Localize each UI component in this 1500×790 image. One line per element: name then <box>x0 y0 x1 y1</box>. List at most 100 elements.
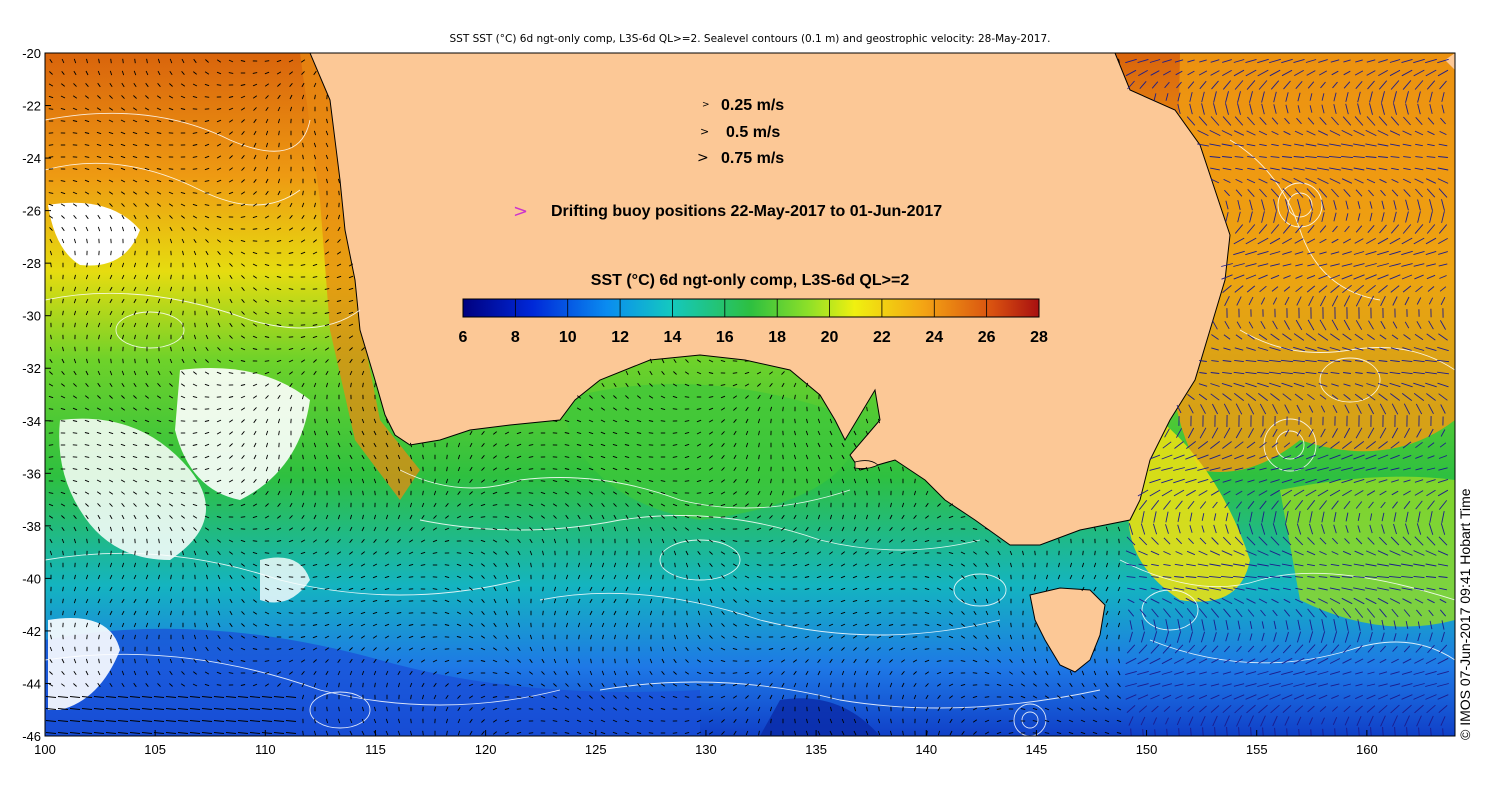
velocity-arrow <box>45 720 57 722</box>
velocity-arrow <box>528 444 534 446</box>
velocity-arrow <box>205 622 209 628</box>
velocity-arrow <box>985 610 989 616</box>
velocity-arrow <box>601 695 605 699</box>
velocity-arrow <box>1427 286 1435 292</box>
velocity-arrow <box>936 515 942 519</box>
velocity-arrow <box>1210 550 1220 556</box>
velocity-arrow <box>133 203 137 207</box>
velocity-arrow <box>889 527 893 531</box>
velocity-arrow <box>504 659 510 663</box>
velocity-arrow <box>229 131 233 135</box>
velocity-arrow <box>1426 479 1436 483</box>
velocity-arrow <box>1295 576 1303 578</box>
velocity-arrow <box>265 418 269 424</box>
velocity-arrow <box>1294 393 1304 401</box>
velocity-arrow <box>229 455 233 459</box>
velocity-arrow <box>132 467 138 471</box>
velocity-arrow <box>1199 671 1207 675</box>
velocity-arrow <box>264 299 270 303</box>
velocity-arrow <box>612 467 618 471</box>
velocity-arrow <box>565 526 569 532</box>
velocity-arrow <box>1305 478 1317 484</box>
velocity-arrow <box>780 551 786 555</box>
velocity-arrow <box>732 683 738 687</box>
velocity-arrow <box>1226 726 1228 736</box>
velocity-arrow <box>1401 58 1413 64</box>
velocity-arrow <box>1269 346 1281 352</box>
velocity-arrow <box>1307 608 1315 618</box>
velocity-arrow <box>1427 500 1435 510</box>
velocity-arrow <box>1369 513 1373 521</box>
velocity-arrow <box>696 671 702 675</box>
velocity-arrow <box>662 610 664 616</box>
velocity-arrow <box>288 539 294 543</box>
velocity-arrow <box>1425 658 1437 664</box>
velocity-arrow <box>108 167 114 171</box>
velocity-arrow <box>1187 70 1195 76</box>
velocity-arrow <box>1308 428 1314 438</box>
velocity-arrow <box>189 696 201 698</box>
velocity-arrow <box>289 190 293 196</box>
velocity-arrow <box>961 611 965 615</box>
velocity-arrow <box>696 708 702 710</box>
velocity-arrow <box>1333 212 1337 222</box>
velocity-arrow <box>841 442 845 448</box>
velocity-arrow <box>120 443 126 447</box>
velocity-arrow <box>213 696 225 698</box>
velocity-arrow <box>1426 263 1436 267</box>
velocity-arrow <box>182 298 184 304</box>
velocity-arrow <box>1427 117 1435 125</box>
velocity-arrow <box>456 587 462 591</box>
velocity-arrow <box>660 695 666 699</box>
velocity-arrow <box>985 634 989 640</box>
velocity-arrow <box>109 610 113 616</box>
velocity-arrow <box>1330 441 1340 449</box>
velocity-arrow <box>252 383 258 387</box>
velocity-arrow <box>504 431 510 435</box>
velocity-arrow <box>277 683 281 687</box>
velocity-arrow <box>842 514 844 520</box>
velocity-arrow <box>144 167 150 171</box>
velocity-arrow <box>384 635 390 639</box>
velocity-arrow <box>276 671 282 675</box>
velocity-arrow <box>1401 274 1413 280</box>
velocity-arrow <box>73 515 77 519</box>
velocity-arrow <box>588 431 594 435</box>
velocity-arrow <box>337 178 341 184</box>
velocity-arrow <box>662 598 664 604</box>
velocity-arrow <box>1418 727 1420 736</box>
velocity-arrow <box>1293 177 1305 185</box>
velocity-arrow <box>745 442 749 448</box>
velocity-arrow <box>1390 156 1400 158</box>
velocity-arrow <box>264 383 270 387</box>
velocity-arrow <box>265 95 269 99</box>
velocity-arrow <box>288 239 294 243</box>
velocity-arrow <box>445 718 449 724</box>
velocity-arrow <box>936 575 942 579</box>
velocity-arrow <box>133 322 137 328</box>
velocity-arrow <box>876 563 882 567</box>
velocity-arrow <box>337 239 341 243</box>
velocity-arrow <box>1199 705 1207 713</box>
velocity-arrow <box>373 442 377 448</box>
velocity-arrow <box>156 419 162 423</box>
velocity-arrow <box>744 383 750 387</box>
velocity-arrow <box>577 670 581 676</box>
velocity-arrow <box>1260 428 1266 438</box>
velocity-arrow <box>1319 394 1327 400</box>
velocity-arrow <box>109 82 113 88</box>
velocity-arrow <box>385 454 389 460</box>
velocity-arrow <box>1186 644 1196 654</box>
velocity-arrow <box>348 299 354 303</box>
velocity-arrow <box>241 587 245 591</box>
velocity-arrow <box>949 730 953 736</box>
velocity-arrow <box>85 395 89 399</box>
velocity-arrow <box>189 732 201 734</box>
velocity-arrow <box>1341 167 1353 171</box>
velocity-arrow <box>709 598 713 604</box>
velocity-arrow <box>733 419 737 423</box>
velocity-arrow <box>300 636 306 638</box>
velocity-arrow <box>1233 250 1245 256</box>
velocity-arrow <box>1413 563 1425 567</box>
velocity-arrow <box>541 526 545 532</box>
